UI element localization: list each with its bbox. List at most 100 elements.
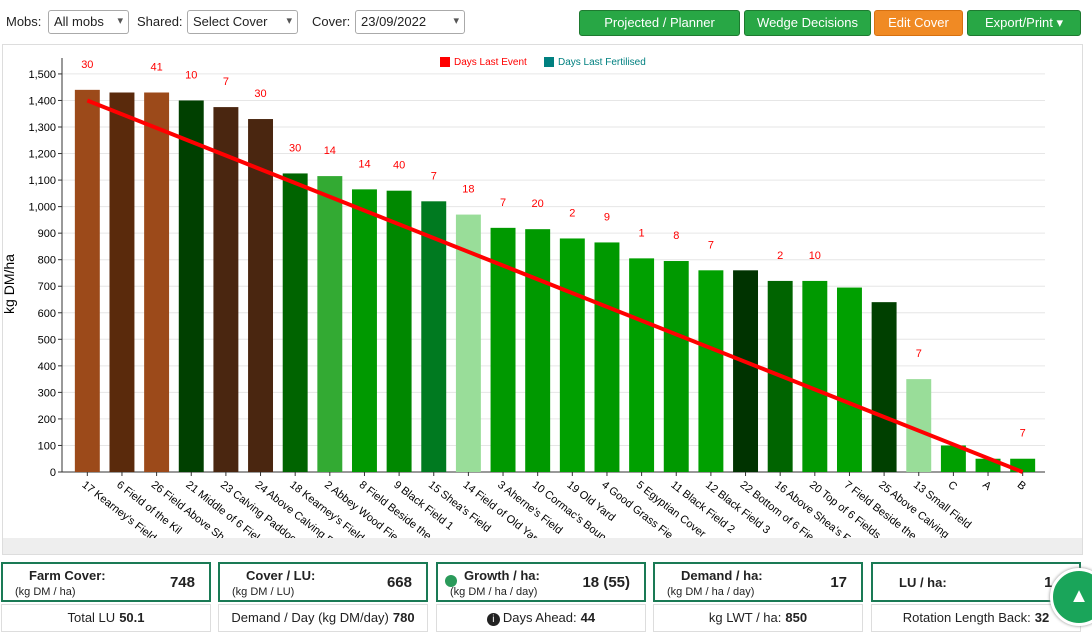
stat-label: Cover / LU: bbox=[246, 568, 316, 583]
y-tick-label: 1,000 bbox=[28, 202, 56, 214]
data-label: 7 bbox=[708, 239, 714, 251]
stat-label: Farm Cover: bbox=[29, 568, 106, 583]
bar bbox=[386, 190, 412, 472]
data-label: 9 bbox=[604, 211, 610, 223]
y-tick-label: 200 bbox=[38, 414, 56, 426]
legend-swatch bbox=[544, 57, 554, 67]
bar bbox=[317, 176, 343, 472]
bar bbox=[559, 238, 585, 472]
y-tick-label: 1,500 bbox=[28, 69, 56, 81]
y-tick-label: 900 bbox=[38, 228, 56, 240]
bar bbox=[455, 214, 481, 473]
bar bbox=[213, 107, 239, 472]
bar bbox=[629, 258, 655, 472]
data-label: 40 bbox=[393, 160, 405, 172]
cover-select[interactable]: 23/09/2022 bbox=[355, 10, 465, 34]
scroll-top-button[interactable]: ▲ bbox=[1050, 568, 1092, 626]
scrollbar[interactable] bbox=[3, 538, 1082, 554]
stat-label: Demand / ha: bbox=[681, 568, 763, 583]
footer-label: Total LU bbox=[67, 610, 116, 625]
stat-box: Growth / ha: (kg DM / ha / day) 18 (55) bbox=[436, 562, 646, 602]
data-label: 41 bbox=[150, 62, 162, 74]
bar bbox=[248, 119, 274, 473]
data-label: 10 bbox=[809, 250, 821, 262]
button-text: Projected / Planner bbox=[604, 15, 715, 30]
y-tick-label: 1,100 bbox=[28, 175, 56, 187]
footer-label: Rotation Length Back: bbox=[902, 610, 1031, 625]
bar bbox=[109, 92, 135, 472]
edit-button[interactable]: Edit Cover bbox=[874, 10, 963, 36]
stat-unit: (kg DM / LU) bbox=[232, 586, 295, 598]
legend-label: Days Last Event bbox=[454, 57, 527, 68]
bar bbox=[594, 242, 620, 472]
bar bbox=[178, 100, 204, 472]
data-label: 7 bbox=[431, 170, 437, 182]
wedge-button[interactable]: Wedge Decisions bbox=[744, 10, 871, 36]
shared-select[interactable]: Select Cover bbox=[187, 10, 298, 34]
info-icon: i bbox=[486, 613, 500, 626]
footer-value: 50.1 bbox=[119, 610, 145, 625]
footer-value: 850 bbox=[785, 610, 808, 625]
mobs-label: Mobs: bbox=[6, 14, 42, 29]
stat-label: LU / ha: bbox=[899, 575, 947, 590]
legend-swatch bbox=[440, 57, 450, 67]
bar bbox=[351, 189, 377, 472]
data-label: 7 bbox=[1020, 428, 1026, 440]
data-label: 7 bbox=[223, 76, 229, 88]
footer-label: Days Ahead: bbox=[502, 610, 577, 625]
data-label: 7 bbox=[500, 197, 506, 209]
data-label: 7 bbox=[916, 348, 922, 360]
data-label: 8 bbox=[673, 230, 679, 242]
data-label: 10 bbox=[185, 69, 197, 81]
stat-box: Cover / LU: (kg DM / LU) 668 bbox=[218, 562, 428, 602]
footer-cell: i Days Ahead: 44 bbox=[436, 604, 646, 632]
stat-value: 17 bbox=[830, 574, 847, 591]
bar bbox=[74, 89, 100, 472]
bar bbox=[663, 261, 689, 472]
export-button[interactable]: Export/Print ▾ bbox=[967, 10, 1081, 36]
footer-cell: Total LU 50.1 bbox=[1, 604, 211, 632]
cover-label: Cover: bbox=[312, 14, 351, 29]
chart: kg DM/ha 0 100 200 300 400 500 600 700 800 900 1,0… bbox=[1, 57, 1045, 538]
bar bbox=[871, 302, 897, 472]
button-text: Edit Cover bbox=[888, 15, 949, 30]
footer-value: 32 bbox=[1034, 610, 1050, 625]
stat-unit: (kg DM / ha / day) bbox=[450, 586, 538, 598]
data-label: 20 bbox=[532, 198, 544, 210]
footer-label: kg LWT / ha: bbox=[708, 610, 782, 625]
target-line bbox=[86, 98, 1024, 474]
stat-unit: (kg DM / ha) bbox=[15, 586, 76, 598]
stat-value: 748 bbox=[169, 574, 195, 591]
stat-box: Demand / ha: (kg DM / ha / day) 17 bbox=[653, 562, 863, 602]
stat-label: Growth / ha: bbox=[464, 568, 540, 583]
x-tick-label: C bbox=[946, 479, 960, 493]
footer-cell: Demand / Day (kg DM/day) 780 bbox=[218, 604, 428, 632]
stat-value: 18 (55) bbox=[582, 574, 630, 591]
data-label: 2 bbox=[777, 250, 783, 262]
data-label: 30 bbox=[81, 59, 93, 71]
footer-cell: kg LWT / ha: 850 bbox=[653, 604, 863, 632]
x-tick-label: A bbox=[980, 479, 994, 493]
y-tick-label: 800 bbox=[38, 255, 56, 267]
bar bbox=[698, 270, 724, 472]
y-tick-label: 1,400 bbox=[28, 95, 56, 107]
footer-label: Demand / Day (kg DM/day) bbox=[231, 610, 389, 625]
bar bbox=[802, 280, 828, 472]
y-tick-label: 0 bbox=[50, 467, 56, 479]
shared-label: Shared: bbox=[137, 14, 183, 29]
data-label: 18 bbox=[462, 184, 474, 196]
y-tick-label: 1,200 bbox=[28, 149, 56, 161]
planner-button[interactable]: Projected / Planner bbox=[579, 10, 740, 36]
x-tick-label: B bbox=[1015, 479, 1028, 493]
y-axis-label: kg DM/ha bbox=[1, 254, 17, 314]
stat-box: Farm Cover: (kg DM / ha) 748 bbox=[1, 562, 211, 602]
stat-value: 668 bbox=[386, 574, 412, 591]
growth-icon bbox=[445, 575, 457, 587]
data-label: 2 bbox=[569, 207, 575, 219]
chart-panel bbox=[2, 44, 1083, 555]
footer-value: 780 bbox=[392, 610, 415, 625]
mobs-select[interactable]: All mobs bbox=[48, 10, 129, 34]
footer-value: 44 bbox=[580, 610, 596, 625]
button-text: Wedge Decisions bbox=[757, 15, 858, 30]
